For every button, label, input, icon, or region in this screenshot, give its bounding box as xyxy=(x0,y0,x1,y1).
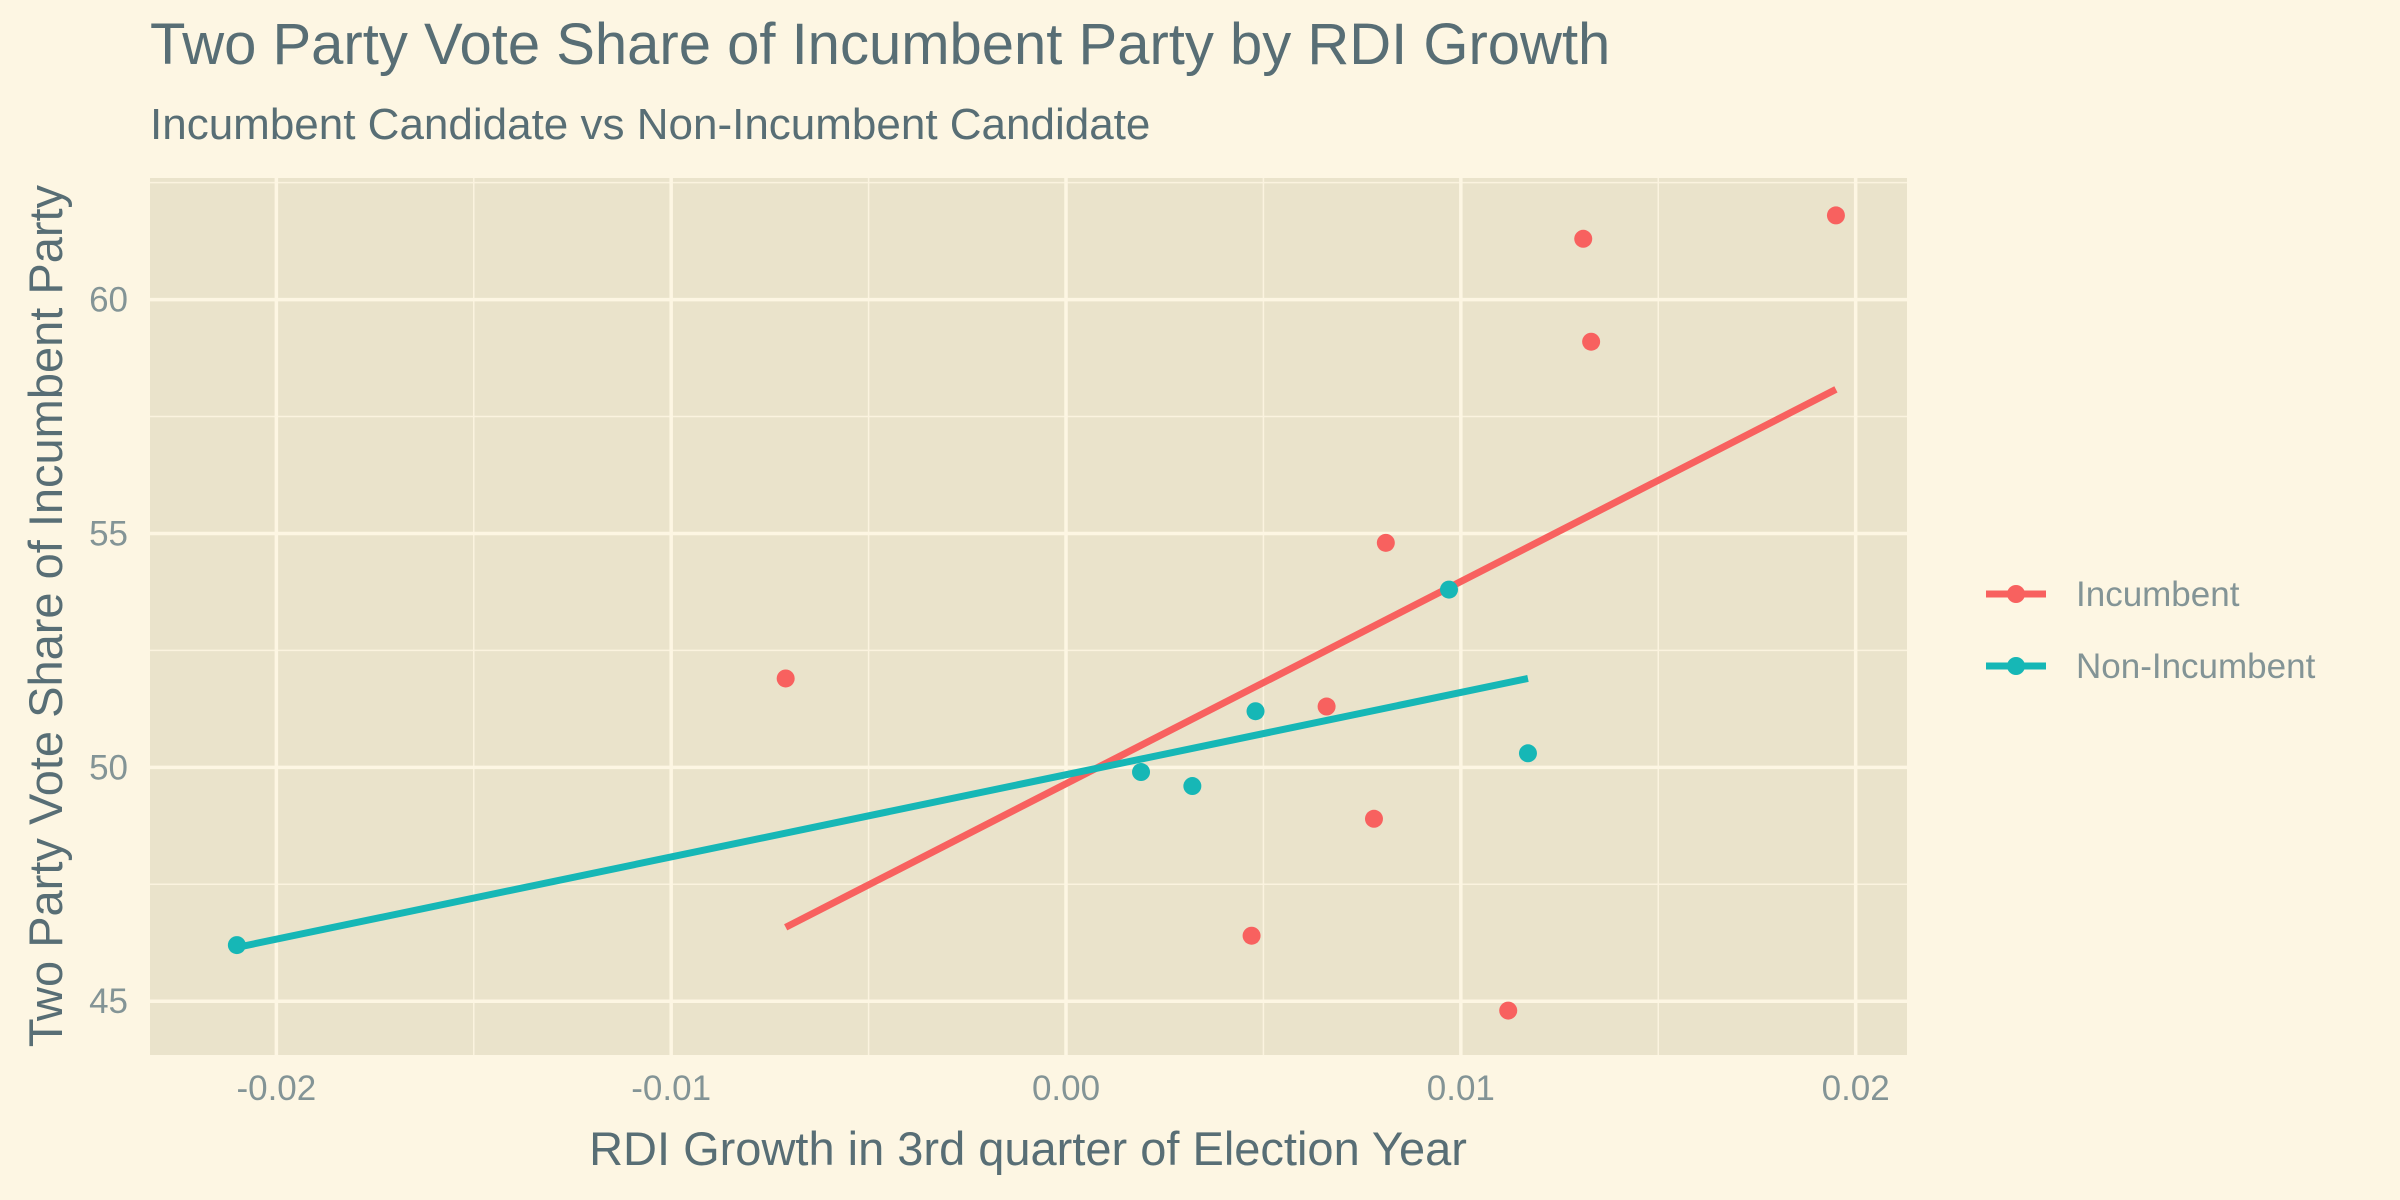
tick-labels: -0.02 -0.01 0.00 0.01 0.02 45 50 55 60 xyxy=(89,281,1890,1108)
fit-line xyxy=(784,386,1838,931)
legend-key-point xyxy=(2007,657,2025,675)
data-point xyxy=(1376,533,1395,552)
data-point xyxy=(1518,744,1537,763)
data-point xyxy=(1582,332,1601,351)
y-tick-label: 50 xyxy=(89,748,128,787)
y-tick-label: 45 xyxy=(89,982,128,1021)
y-tick-label: 60 xyxy=(89,281,128,320)
x-tick-label: 0.01 xyxy=(1427,1069,1495,1108)
data-point xyxy=(1242,926,1261,945)
plot-panel xyxy=(150,178,1907,1055)
x-tick-label: 0.00 xyxy=(1032,1069,1100,1108)
y-tick-label: 55 xyxy=(89,514,128,553)
data-points xyxy=(227,206,1845,1020)
data-point xyxy=(1364,809,1383,828)
data-point xyxy=(1246,702,1265,721)
chart-title: Two Party Vote Share of Incumbent Party … xyxy=(150,12,1610,77)
data-point xyxy=(1132,763,1151,782)
x-tick-label: -0.01 xyxy=(631,1069,711,1108)
fit-line xyxy=(236,675,1529,951)
data-point xyxy=(1826,206,1845,225)
fit-lines xyxy=(236,386,1838,951)
legend-key-point xyxy=(2007,585,2025,603)
legend-label: Non-Incumbent xyxy=(2076,647,2316,686)
data-point xyxy=(1183,777,1202,796)
x-tick-label: -0.02 xyxy=(236,1069,316,1108)
chart-subtitle: Incumbent Candidate vs Non-Incumbent Can… xyxy=(150,100,1150,149)
grid-lines xyxy=(150,178,1907,1055)
data-point xyxy=(227,936,246,955)
data-point xyxy=(776,669,795,688)
y-axis-title: Two Party Vote Share of Incumbent Party xyxy=(19,184,72,1047)
legend: Incumbent Non-Incumbent xyxy=(1986,575,2316,686)
x-tick-label: 0.02 xyxy=(1822,1069,1890,1108)
x-axis-title: RDI Growth in 3rd quarter of Election Ye… xyxy=(589,1122,1467,1175)
data-point xyxy=(1439,580,1458,599)
legend-label: Incumbent xyxy=(2076,575,2240,614)
data-point xyxy=(1574,229,1593,248)
data-point xyxy=(1317,697,1336,716)
data-point xyxy=(1499,1001,1518,1020)
